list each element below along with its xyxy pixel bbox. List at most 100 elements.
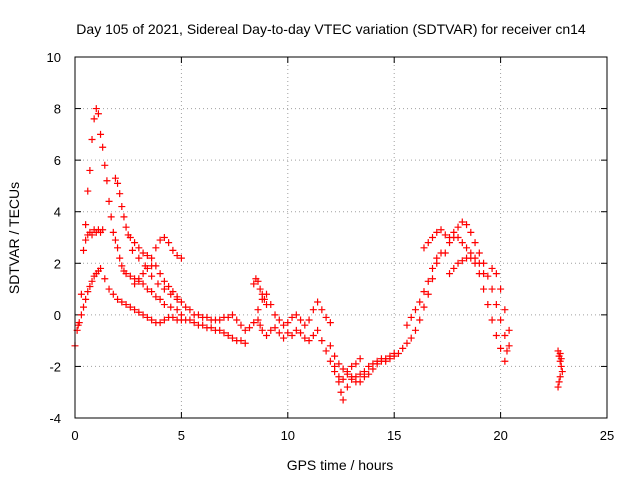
data-point — [356, 378, 364, 386]
data-point — [118, 262, 126, 270]
y-tick-label: 4 — [54, 205, 61, 220]
series-trough-track — [314, 249, 445, 404]
data-point — [386, 355, 394, 363]
data-point — [233, 316, 241, 324]
data-point — [111, 174, 119, 182]
data-point — [335, 360, 343, 368]
data-point — [424, 277, 432, 285]
data-point — [557, 355, 565, 363]
data-point — [169, 313, 177, 321]
data-point — [429, 275, 437, 283]
data-point — [92, 105, 100, 113]
data-point — [77, 290, 85, 298]
data-point — [160, 234, 168, 241]
data-point — [256, 321, 264, 329]
data-point — [505, 326, 513, 334]
data-point — [305, 337, 313, 345]
data-point — [154, 280, 162, 288]
data-point — [480, 285, 488, 293]
data-point — [75, 319, 83, 327]
data-point — [280, 321, 288, 329]
data-point — [343, 383, 351, 391]
data-point — [382, 357, 390, 365]
data-point — [241, 339, 249, 347]
data-point — [318, 306, 326, 314]
data-point — [356, 355, 364, 363]
y-tick-label: 2 — [54, 256, 61, 271]
series-low-track — [73, 264, 249, 347]
data-point — [99, 226, 107, 234]
data-point — [458, 239, 466, 247]
data-point — [152, 262, 160, 270]
data-point — [556, 350, 564, 358]
data-point — [480, 270, 488, 278]
data-point — [497, 316, 505, 324]
data-point — [216, 316, 224, 324]
data-point — [326, 319, 334, 327]
data-point — [301, 321, 309, 329]
data-point — [331, 352, 339, 360]
data-point — [148, 316, 156, 324]
data-point — [305, 316, 313, 324]
data-point — [416, 298, 424, 306]
data-point — [203, 313, 211, 321]
data-point — [284, 329, 292, 337]
y-axis-label: SDTVAR / TECUs — [6, 182, 22, 294]
y-tick-label: 10 — [47, 50, 61, 65]
data-point — [424, 290, 432, 298]
data-point — [446, 239, 454, 247]
data-point — [160, 285, 168, 293]
x-axis-label: GPS time / hours — [287, 457, 394, 473]
data-point — [356, 370, 364, 378]
data-point — [109, 290, 117, 298]
data-point — [148, 272, 156, 280]
data-point — [101, 161, 109, 169]
data-point — [160, 277, 168, 285]
data-point — [352, 360, 360, 368]
data-point — [152, 293, 160, 301]
data-point — [280, 334, 288, 342]
data-point — [80, 303, 88, 311]
data-point — [135, 254, 143, 262]
grid — [75, 57, 607, 418]
data-point — [322, 313, 330, 321]
data-point — [416, 316, 424, 324]
data-point — [339, 375, 347, 383]
data-point — [339, 365, 347, 373]
data-point — [322, 347, 330, 355]
data-point — [360, 373, 368, 381]
data-point — [84, 187, 92, 195]
data-point — [250, 319, 258, 327]
data-point — [407, 334, 415, 342]
data-point — [365, 362, 373, 370]
data-point — [309, 306, 317, 314]
data-point — [420, 288, 428, 296]
data-point — [254, 277, 262, 285]
data-point — [407, 313, 415, 321]
data-point — [288, 313, 296, 321]
data-point — [156, 319, 164, 327]
data-point — [186, 316, 194, 324]
data-point — [492, 301, 500, 309]
data-point — [458, 218, 466, 226]
data-point — [90, 115, 98, 123]
data-point — [173, 306, 181, 314]
data-point — [471, 239, 479, 247]
data-point — [135, 244, 143, 252]
y-tick-labels: -4 -2 0 2 4 6 8 10 — [47, 50, 61, 426]
data-point — [152, 244, 160, 252]
data-point — [126, 272, 134, 280]
data-point — [120, 213, 128, 221]
data-point — [411, 326, 419, 334]
data-point — [271, 311, 279, 319]
data-point — [258, 290, 266, 298]
data-point — [194, 311, 202, 319]
data-point — [301, 334, 309, 342]
data-point — [492, 331, 500, 339]
data-point — [139, 311, 147, 319]
data-point — [411, 306, 419, 314]
data-point — [122, 301, 130, 309]
data-point — [501, 357, 509, 365]
data-point — [467, 249, 475, 257]
data-point — [143, 285, 151, 293]
